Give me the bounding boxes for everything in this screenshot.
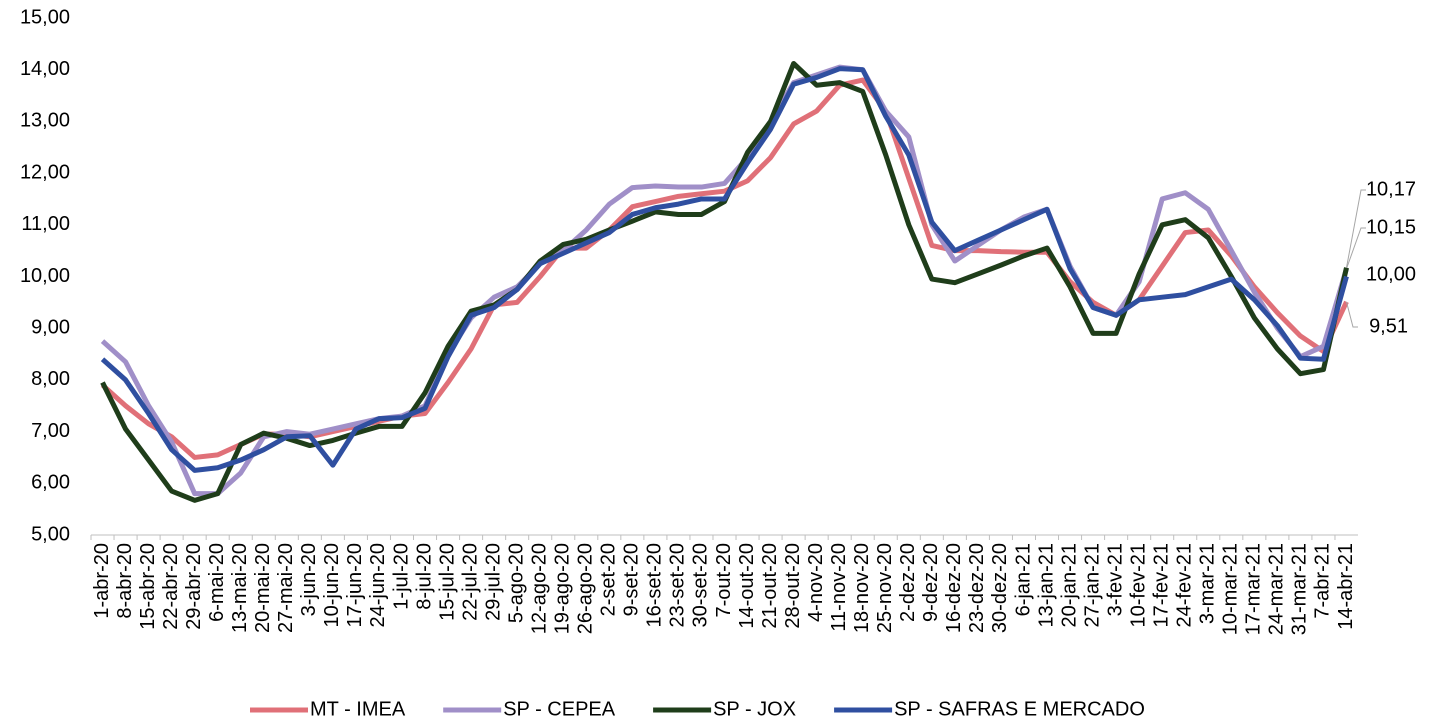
x-tick-label: 20-jan-21 [1058, 543, 1080, 628]
data-label: 9,51 [1369, 315, 1408, 337]
legend-label: SP - CEPEA [503, 698, 616, 720]
legend-label: SP - SAFRAS E MERCADO [894, 698, 1145, 720]
x-tick-label: 3-mar-21 [1197, 543, 1219, 624]
y-tick-label: 14,00 [20, 58, 70, 80]
x-tick-label: 8-abr-20 [114, 543, 136, 619]
leader-line [1345, 301, 1358, 328]
x-tick-label: 22-abr-20 [160, 543, 182, 630]
x-tick-label: 11-nov-20 [828, 543, 850, 632]
x-tick-label: 30-dez-20 [989, 543, 1011, 633]
series-line [100, 60, 1349, 503]
x-tick-label: 1-jul-20 [390, 543, 412, 610]
x-tick-label: 18-nov-20 [851, 543, 873, 633]
x-tick-label: 13-jan-21 [1035, 543, 1057, 628]
x-tick-label: 28-out-20 [782, 543, 804, 629]
x-tick-label: 2-set-20 [598, 543, 620, 616]
x-tick-label: 16-set-20 [644, 543, 666, 628]
series-line [100, 64, 1349, 497]
y-tick-label: 7,00 [31, 420, 70, 442]
x-tick-label: 20-mai-20 [252, 543, 274, 633]
leader-line [1346, 227, 1366, 269]
x-tick-label: 5-ago-20 [505, 543, 527, 623]
leader-line [1345, 189, 1366, 268]
x-tick-label: 7-abr-21 [1312, 543, 1334, 619]
x-tick-label: 10-mar-21 [1220, 543, 1242, 635]
x-tick-label: 8-jul-20 [413, 543, 435, 610]
x-tick-label: 6-mai-20 [206, 543, 228, 622]
x-tick-label: 10-jun-20 [321, 543, 343, 628]
legend-label: MT - IMEA [310, 698, 406, 720]
x-tick-label: 29-jul-20 [482, 543, 504, 621]
x-tick-label: 3-jun-20 [298, 543, 320, 616]
y-tick-label: 11,00 [21, 213, 70, 235]
x-tick-label: 10-fev-21 [1127, 543, 1149, 628]
x-tick-label: 23-dez-20 [966, 543, 988, 633]
x-tick-label: 23-set-20 [667, 543, 689, 628]
x-tick-label: 21-out-20 [759, 543, 781, 629]
x-tick-label: 16-dez-20 [943, 543, 965, 633]
x-tick-label: 4-nov-20 [805, 543, 827, 622]
x-tick-label: 25-nov-20 [874, 543, 896, 633]
y-tick-label: 6,00 [31, 472, 70, 494]
x-tick-label: 15-jul-20 [436, 543, 458, 621]
x-tick-label: 24-mar-21 [1266, 543, 1288, 635]
x-tick-label: 29-abr-20 [183, 543, 205, 630]
data-label: 10,00 [1366, 263, 1416, 285]
x-tick-label: 27-jan-21 [1081, 543, 1103, 628]
x-tick-label: 26-ago-20 [575, 543, 597, 634]
x-tick-label: 13-mai-20 [229, 543, 251, 633]
x-tick-label: 31-mar-21 [1289, 543, 1311, 635]
x-tick-label: 14-abr-21 [1335, 543, 1357, 630]
x-tick-label: 9-dez-20 [920, 543, 942, 622]
x-tick-label: 17-fev-21 [1150, 543, 1172, 628]
series-line [100, 77, 1349, 460]
legend-label: SP - JOX [713, 698, 796, 720]
y-tick-label: 10,00 [20, 265, 70, 287]
y-tick-label: 13,00 [20, 110, 70, 132]
x-tick-label: 14-out-20 [736, 543, 758, 629]
data-label: 10,17 [1366, 178, 1416, 200]
x-tick-label: 9-set-20 [621, 543, 643, 616]
x-tick-label: 24-fev-21 [1174, 543, 1196, 628]
x-tick-label: 19-ago-20 [552, 543, 574, 634]
x-tick-label: 6-jan-21 [1012, 543, 1034, 616]
x-tick-label: 27-mai-20 [275, 543, 297, 633]
y-tick-label: 12,00 [20, 161, 70, 183]
x-tick-label: 22-jul-20 [459, 543, 481, 621]
x-tick-label: 2-dez-20 [897, 543, 919, 622]
x-tick-label: 3-fev-21 [1104, 543, 1126, 616]
series-line [100, 66, 1349, 473]
y-tick-label: 8,00 [31, 368, 70, 390]
data-label: 10,15 [1366, 216, 1416, 238]
x-tick-label: 12-ago-20 [528, 543, 550, 634]
x-tick-label: 30-set-20 [690, 543, 712, 628]
x-tick-label: 17-mar-21 [1243, 543, 1265, 635]
x-tick-label: 7-out-20 [713, 543, 735, 618]
x-tick-label: 1-abr-20 [91, 543, 113, 619]
x-tick-label: 17-jun-20 [344, 543, 366, 628]
y-tick-label: 5,00 [31, 523, 70, 545]
y-tick-label: 15,00 [20, 6, 70, 28]
x-tick-label: 15-abr-20 [137, 543, 159, 630]
x-tick-label: 24-jun-20 [367, 543, 389, 628]
y-tick-label: 9,00 [31, 316, 70, 338]
